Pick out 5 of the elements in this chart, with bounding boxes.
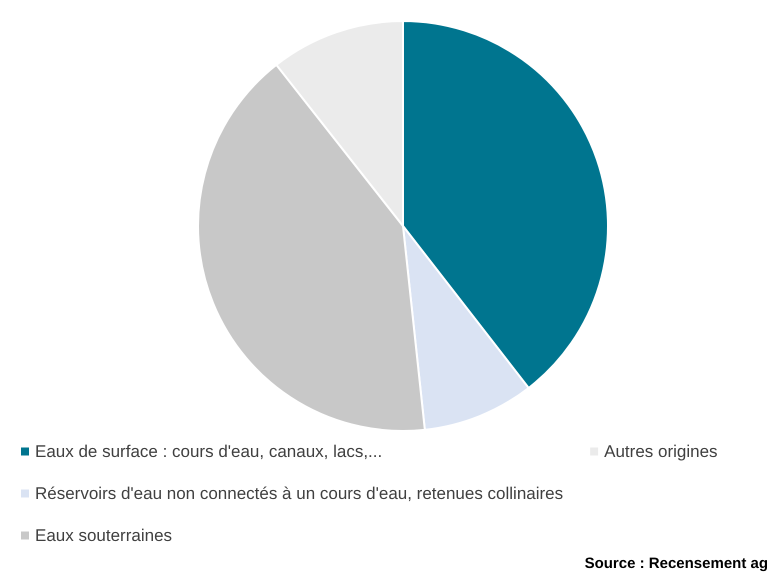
legend-label: Réservoirs d'eau non connectés à un cours d'eau, retenues collinaires <box>35 484 564 503</box>
source-note: Source : Recensement ag <box>584 555 768 572</box>
legend-label: Eaux de surface : cours d'eau, canaux, lacs,... <box>35 442 382 461</box>
legend-label: Eaux souterraines <box>35 526 172 545</box>
legend-label: Autres origines <box>604 442 718 461</box>
